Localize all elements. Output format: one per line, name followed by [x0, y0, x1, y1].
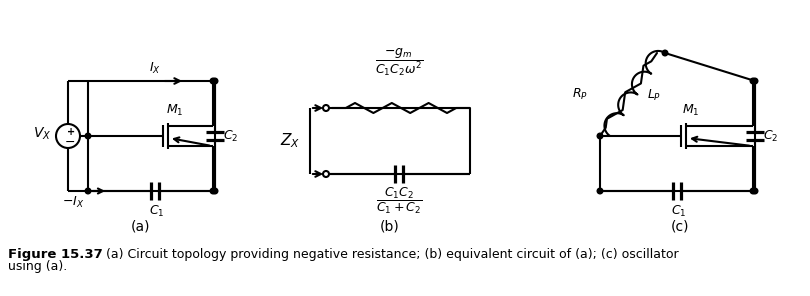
Text: Figure 15.37: Figure 15.37 [8, 248, 103, 261]
Circle shape [597, 133, 603, 139]
Text: $C_2$: $C_2$ [763, 128, 778, 144]
Circle shape [212, 78, 218, 84]
Circle shape [752, 188, 758, 194]
Circle shape [663, 50, 667, 56]
Circle shape [85, 188, 91, 194]
Text: $C_2$: $C_2$ [223, 128, 238, 144]
Circle shape [750, 188, 756, 194]
Text: (a) Circuit topology providing negative resistance; (b) equivalent circuit of (a: (a) Circuit topology providing negative … [90, 248, 679, 261]
Text: $-I_X$: $-I_X$ [62, 195, 84, 210]
Circle shape [323, 105, 329, 111]
Text: $L_P$: $L_P$ [647, 87, 661, 102]
Text: $R_P$: $R_P$ [572, 87, 588, 102]
Text: $\dfrac{C_1 C_2}{C_1 + C_2}$: $\dfrac{C_1 C_2}{C_1 + C_2}$ [376, 186, 422, 216]
Circle shape [85, 133, 91, 139]
Text: (c): (c) [671, 219, 689, 233]
Text: $\dfrac{-g_m}{C_1 C_2\omega^2}$: $\dfrac{-g_m}{C_1 C_2\omega^2}$ [375, 47, 423, 78]
Circle shape [211, 78, 215, 84]
Circle shape [750, 78, 756, 84]
Text: +: + [67, 127, 75, 137]
Text: $I_X$: $I_X$ [149, 61, 161, 76]
Circle shape [752, 78, 758, 84]
Text: $V_X$: $V_X$ [32, 126, 51, 142]
Circle shape [212, 188, 218, 194]
Text: $M_1$: $M_1$ [682, 103, 700, 118]
Text: using (a).: using (a). [8, 260, 67, 273]
Text: $C_1$: $C_1$ [149, 204, 164, 219]
Circle shape [323, 171, 329, 177]
Text: $C_1$: $C_1$ [671, 204, 687, 219]
Circle shape [597, 188, 603, 194]
Text: (b): (b) [380, 219, 400, 233]
Text: $M_1$: $M_1$ [166, 103, 184, 118]
Text: $Z_X$: $Z_X$ [279, 132, 300, 150]
Text: (a): (a) [130, 219, 150, 233]
Circle shape [211, 188, 215, 194]
Text: $-$: $-$ [65, 134, 75, 147]
